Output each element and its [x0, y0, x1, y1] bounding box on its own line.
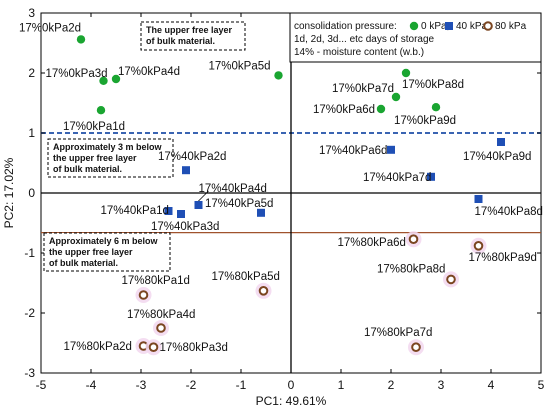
point-label: 17%0kPa4d [118, 66, 180, 78]
annotation-text: of bulk material. [49, 258, 118, 268]
x-tick-label: 0 [288, 378, 295, 392]
y-axis-title: PC2: 17.02% [2, 157, 16, 228]
point-label: 17%40kPa4d [199, 183, 267, 195]
data-point [411, 342, 421, 353]
x-tick-label: -4 [86, 378, 97, 392]
point-label: 17%80kPa3d [160, 342, 228, 354]
legend-marker [445, 22, 453, 30]
data-point [497, 138, 505, 146]
legend-prefix: consolidation pressure: [294, 21, 397, 32]
point-label: 17%40kPa7d [363, 172, 431, 184]
data-point [257, 208, 265, 217]
annotation-box-1 [47, 138, 174, 178]
point-label: 17%0kPa8d [402, 79, 464, 91]
point-label: 17%40kPa8d [475, 206, 543, 218]
data-point [274, 71, 283, 80]
y-tick-label: 3 [28, 6, 35, 20]
legend-entry: 0 kPa, [421, 21, 449, 32]
legend-marker [483, 21, 493, 31]
point-label: 17%40kPa3d [151, 221, 219, 233]
x-tick-label: -5 [36, 378, 47, 392]
x-tick-label: 3 [438, 378, 445, 392]
data-point [182, 166, 190, 175]
annotation-text: The upper free layer [146, 25, 233, 35]
data-point [474, 195, 483, 203]
point-label: 17%80kPa6d [338, 237, 406, 249]
point-label: 17%40kPa6d [319, 145, 387, 157]
annotation-text: of bulk material. [146, 36, 215, 46]
data-point [391, 92, 401, 102]
point-label: 17%80kPa4d [127, 309, 195, 321]
data-point [408, 234, 419, 244]
point-label: 17%80kPa8d [377, 263, 445, 275]
point-label: 17%40kPa9d [463, 151, 531, 163]
point-label: 17%80kPa1d [122, 275, 190, 287]
data-point [473, 241, 484, 251]
data-point [99, 76, 108, 86]
data-point [431, 103, 441, 112]
annotation-text: Approximately 6 m below [49, 236, 159, 246]
legend-marker [409, 21, 419, 31]
data-point [194, 201, 203, 209]
data-point [376, 104, 386, 114]
point-label: 17%0kPa5d [209, 60, 271, 72]
point-label: 17%40kPa5d [205, 198, 273, 210]
point-label: 17%40kPa2d [158, 151, 226, 163]
point-label: 17%80kPa5d [212, 271, 280, 283]
point-label: 17%0kPa2d [19, 22, 81, 34]
point-label: 17%80kPa2d [64, 341, 132, 353]
data-point [258, 286, 269, 296]
data-point [96, 106, 106, 115]
data-point [164, 207, 173, 215]
data-point [156, 323, 166, 333]
x-tick-label: 4 [488, 378, 495, 392]
data-point [148, 342, 159, 353]
data-point [401, 68, 411, 78]
x-tick-label: -2 [186, 378, 197, 392]
point-label: 17%0kPa3d [46, 68, 108, 80]
legend-line3: 14% - moisture content (w.b.) [294, 47, 424, 58]
point-label: 17%0kPa6d [313, 104, 375, 116]
annotation-box-2 [43, 232, 171, 272]
x-tick-label: 1 [338, 378, 345, 392]
y-tick-label: -1 [24, 246, 35, 260]
annotation-text: the upper free layer [53, 153, 137, 163]
y-tick-label: 1 [28, 126, 35, 140]
data-point [111, 74, 121, 84]
data-point [177, 210, 185, 218]
point-label: 17%0kPa9d [394, 115, 456, 127]
legend-entry: 40 kPa, [456, 21, 490, 32]
data-point [138, 290, 149, 300]
x-tick-label: -1 [236, 378, 247, 392]
y-tick-label: -3 [24, 366, 35, 380]
y-tick-label: -2 [24, 306, 35, 320]
x-tick-label: 5 [538, 378, 545, 392]
legend-entry: 80 kPa [495, 21, 527, 32]
data-point [427, 172, 435, 181]
x-axis-title: PC1: 49.61% [256, 394, 327, 408]
point-label: 17%0kPa1d [63, 121, 125, 133]
annotation-text: Approximately 3 m below [53, 142, 163, 152]
point-label: 17%80kPa7d [364, 327, 432, 339]
legend-box [289, 12, 542, 63]
legend-line2: 1d, 2d, 3d... etc days of storage [294, 34, 435, 45]
data-point [446, 274, 456, 285]
y-tick-label: 2 [28, 66, 35, 80]
annotation-text: of bulk material. [53, 164, 122, 174]
point-label: 17%40kPa1d [101, 205, 169, 217]
data-point [76, 35, 86, 44]
point-label: 17%0kPa7d [332, 83, 394, 95]
data-point [387, 145, 395, 154]
y-tick-label: 0 [28, 186, 35, 200]
annotation-text: the upper free layer [49, 247, 133, 257]
x-tick-label: 2 [388, 378, 395, 392]
annotation-box-0 [140, 21, 246, 51]
point-label: 17%80kPa9d [469, 252, 537, 264]
x-tick-label: -3 [136, 378, 147, 392]
